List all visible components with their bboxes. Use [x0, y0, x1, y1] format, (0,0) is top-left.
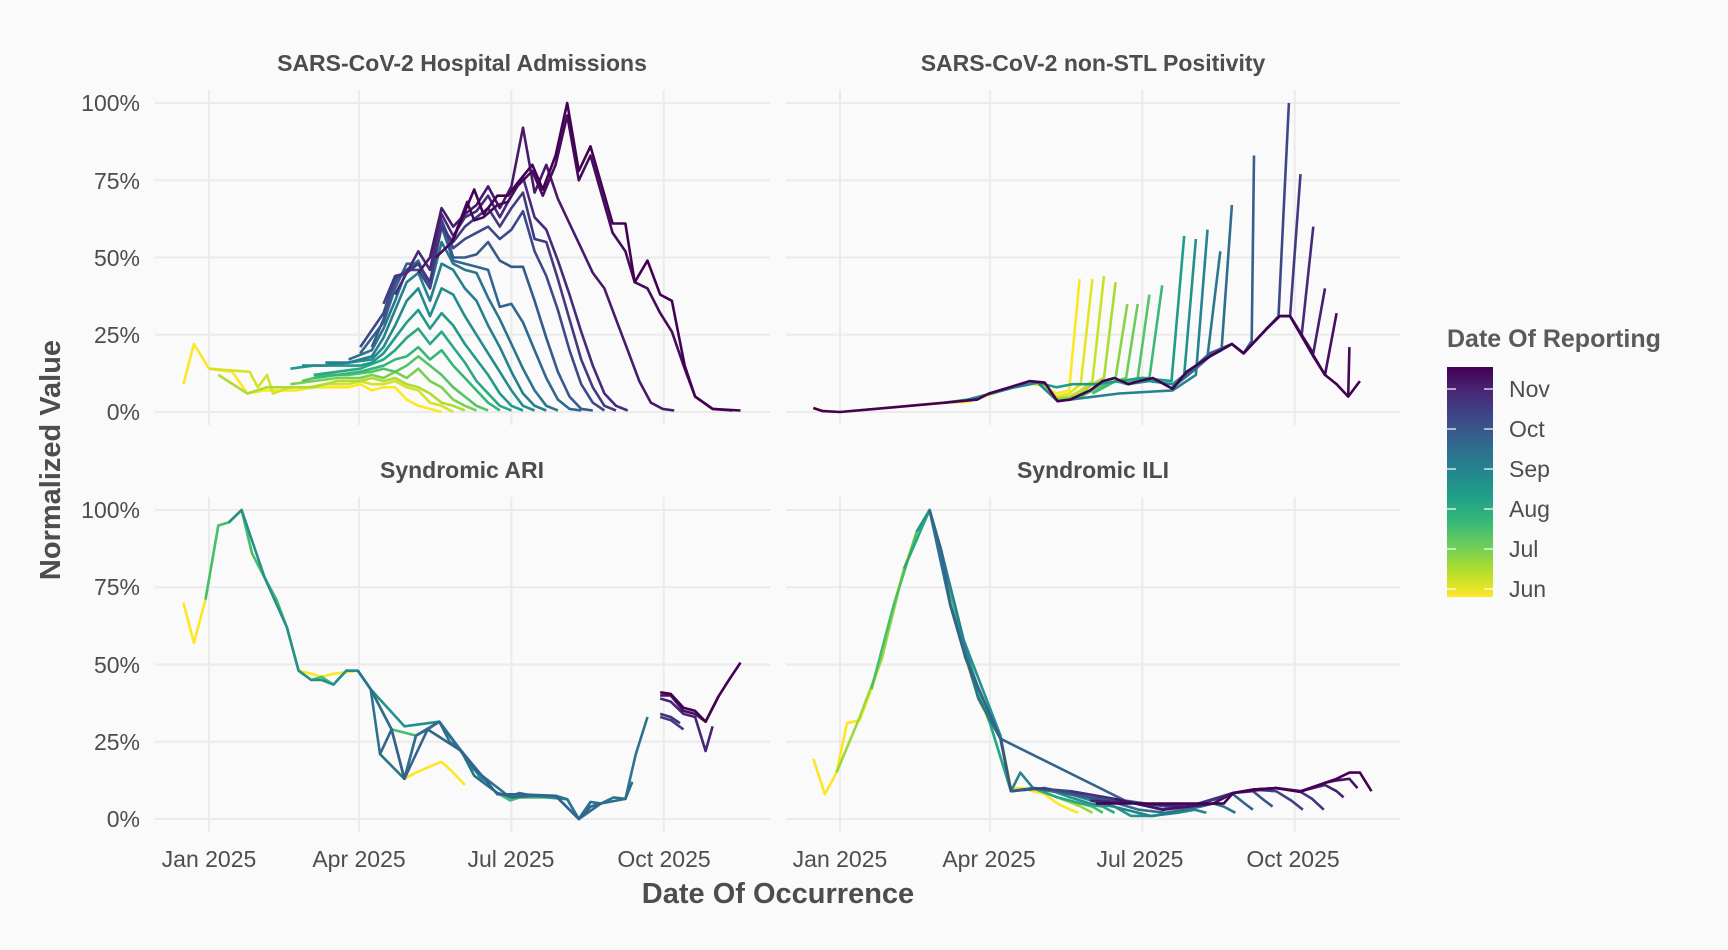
- y-tick-label: 0%: [107, 806, 140, 832]
- panel-title-hospital-admissions: SARS-CoV-2 Hospital Admissions: [277, 50, 647, 76]
- x-tick-label: Jul 2025: [468, 846, 555, 872]
- series-line-vintage-10: [348, 240, 559, 412]
- series-line-vintage-7: [659, 712, 681, 725]
- legend-colorbar: [1447, 367, 1493, 597]
- panel-syndromic-ili: [786, 497, 1400, 832]
- x-tick-label: Jan 2025: [162, 846, 257, 872]
- legend: Date Of Reporting Nov Oct Sep Aug Jul Ju…: [1447, 325, 1661, 602]
- series-line-vintage-8: [302, 287, 536, 412]
- x-tick-label: Apr 2025: [942, 846, 1035, 872]
- panel-title-positivity: SARS-CoV-2 non-STL Positivity: [921, 50, 1266, 76]
- series-line-vintage-4: [301, 355, 489, 412]
- series-line-vintage-19: [812, 314, 1361, 414]
- series-line-vintage-9: [325, 262, 547, 412]
- legend-label-nov: Nov: [1509, 376, 1550, 402]
- y-axis-title: Normalized Value: [35, 340, 67, 580]
- y-tick-label: 50%: [94, 245, 140, 271]
- panel-title-syndromic-ili: Syndromic ILI: [1017, 457, 1169, 483]
- x-tick-label: Jan 2025: [793, 846, 888, 872]
- y-tick-label: 75%: [94, 574, 140, 600]
- y-tick-label: 25%: [94, 729, 140, 755]
- x-axis-title: Date Of Occurrence: [642, 878, 914, 910]
- series-line-vintage-6: [313, 327, 512, 412]
- y-tick-label: 50%: [94, 652, 140, 678]
- panel-title-syndromic-ari: Syndromic ARI: [380, 457, 544, 483]
- series-line-vintage-8: [659, 697, 714, 753]
- series-line-vintage-20: [1346, 347, 1351, 397]
- y-tick-label: 25%: [94, 322, 140, 348]
- series-line-vintage-0: [182, 342, 442, 414]
- y-tick-label: 0%: [107, 399, 140, 425]
- legend-label-jul: Jul: [1509, 536, 1538, 562]
- legend-title: Date Of Reporting: [1447, 325, 1661, 353]
- series-line-vintage-7: [290, 308, 524, 412]
- series-line-vintage-17: [434, 114, 733, 412]
- series-line-vintage-13: [1095, 771, 1373, 805]
- legend-label-oct: Oct: [1509, 416, 1545, 442]
- series-line-vintage-6: [659, 715, 685, 731]
- series-line-vintage-3: [290, 367, 477, 412]
- x-tick-label: Oct 2025: [617, 846, 710, 872]
- series-line-vintage-11: [359, 225, 582, 412]
- series-line-vintage-5: [313, 345, 501, 412]
- y-tick-label: 75%: [94, 168, 140, 194]
- legend-ticks: [1447, 388, 1493, 590]
- panel-positivity: [786, 90, 1400, 425]
- series-line-vintage-9: [1127, 238, 1198, 386]
- y-tick-label: 100%: [81, 90, 140, 116]
- series-line-vintage-10: [660, 661, 742, 724]
- panel-syndromic-ari: [155, 497, 770, 832]
- y-tick-label: 100%: [81, 497, 140, 523]
- legend-label-sep: Sep: [1509, 456, 1550, 482]
- x-tick-label: Apr 2025: [312, 846, 405, 872]
- series-line-vintage-1: [208, 367, 454, 414]
- series-line-vintage-5: [378, 728, 602, 821]
- panel-hospital-admissions: [155, 90, 770, 425]
- series-line-vintage-18: [450, 101, 741, 412]
- x-tick-label: Oct 2025: [1246, 846, 1339, 872]
- series-line-vintage-2: [227, 508, 602, 821]
- x-tick-label: Jul 2025: [1097, 846, 1184, 872]
- series-line-vintage-2: [217, 373, 466, 412]
- legend-label-aug: Aug: [1509, 496, 1550, 522]
- legend-label-jun: Jun: [1509, 576, 1546, 602]
